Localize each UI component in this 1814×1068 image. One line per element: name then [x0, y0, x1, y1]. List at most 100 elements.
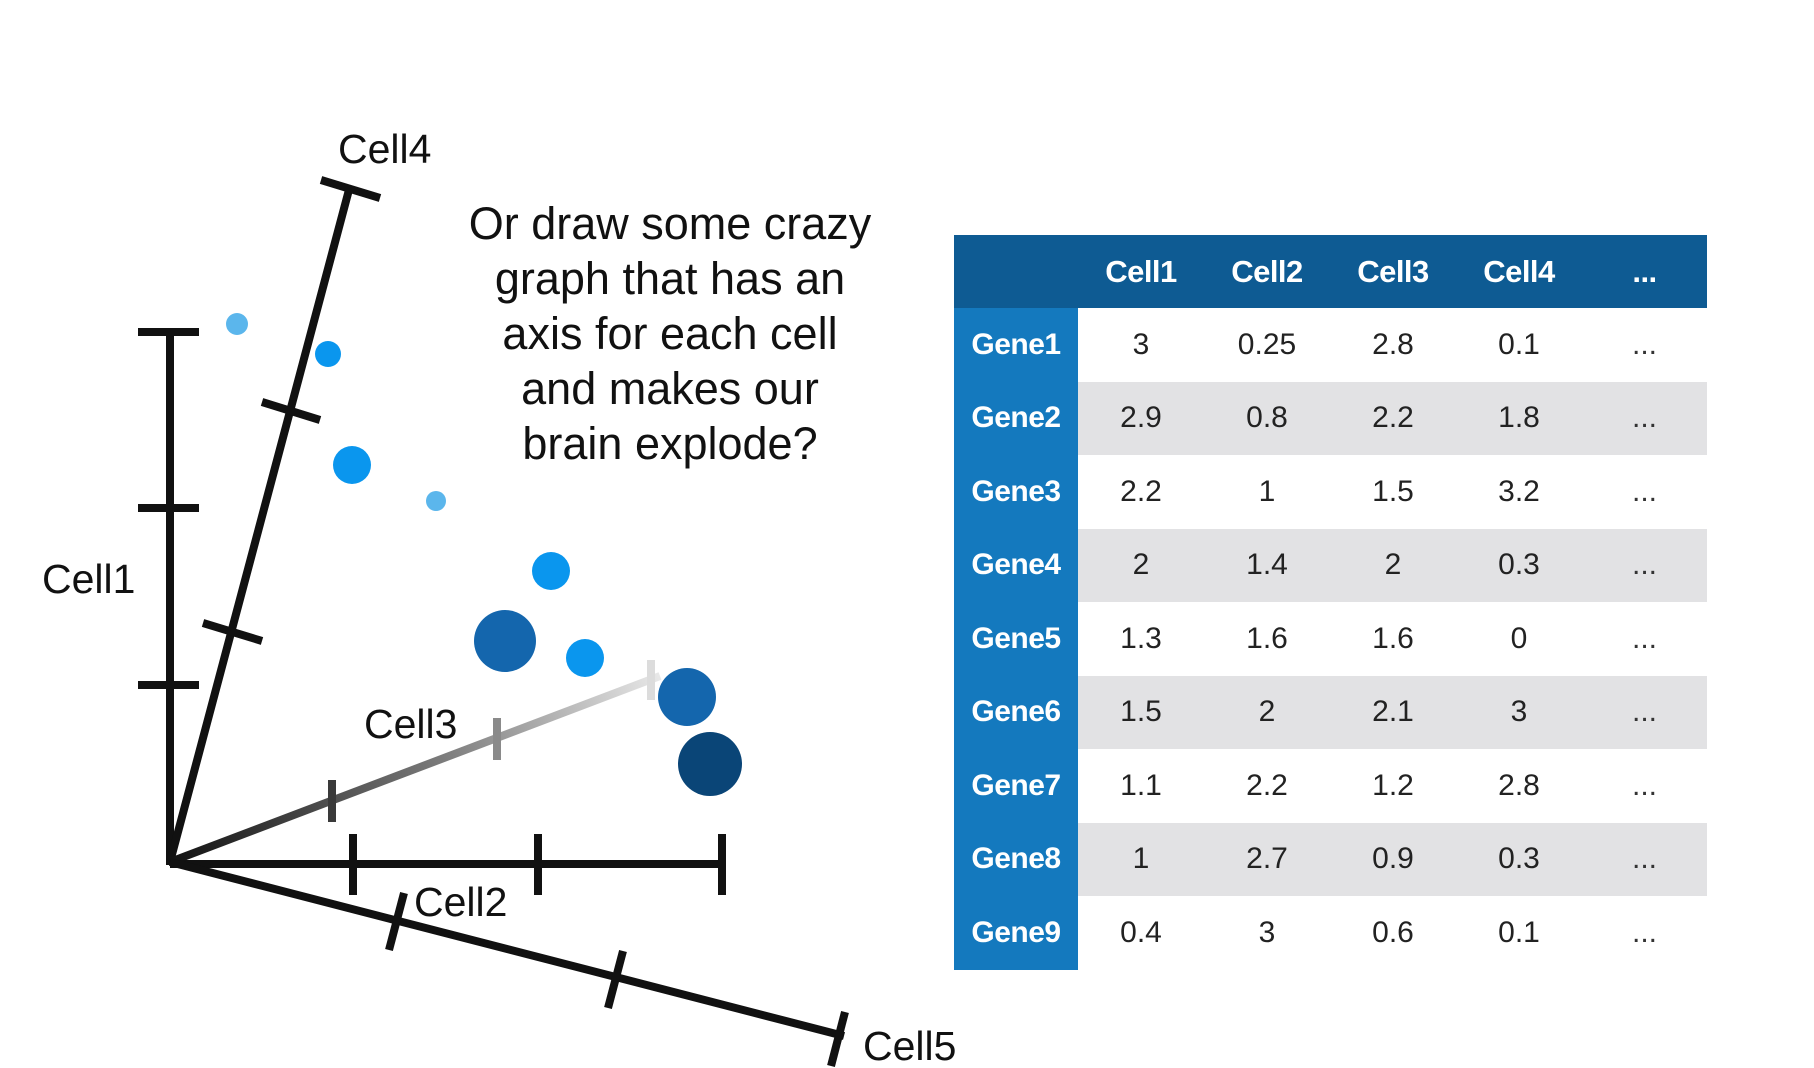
table-cell: 2.1: [1330, 675, 1456, 749]
table-row: Gene7 1.1 2.2 1.2 2.8 ...: [954, 749, 1707, 823]
data-point: [226, 313, 248, 335]
cell5-axis-tick: [827, 1010, 849, 1068]
table-cell: 3.2: [1456, 455, 1582, 529]
table-row: Gene5 1.3 1.6 1.6 0 ...: [954, 602, 1707, 676]
table-row: Gene8 1 2.7 0.9 0.3 ...: [954, 822, 1707, 896]
cell4-axis-tick: [201, 619, 264, 645]
column-header: Cell4: [1456, 235, 1582, 308]
table-cell: 1.8: [1456, 381, 1582, 455]
table-cell: ...: [1582, 675, 1707, 749]
table-cell: ...: [1582, 308, 1707, 382]
column-header: Cell3: [1330, 235, 1456, 308]
cell3-axis-label: Cell3: [364, 701, 457, 747]
table-cell: 2: [1078, 528, 1204, 602]
column-header: Cell1: [1078, 235, 1204, 308]
cell2-axis-label: Cell2: [414, 879, 507, 925]
table-cell: 0.3: [1456, 822, 1582, 896]
table-cell: ...: [1582, 381, 1707, 455]
table-row: Gene6 1.5 2 2.1 3 ...: [954, 675, 1707, 749]
table-row: Gene2 2.9 0.8 2.2 1.8 ...: [954, 381, 1707, 455]
gene-label: Gene6: [954, 675, 1078, 749]
data-points: [226, 313, 742, 796]
data-point: [315, 341, 341, 367]
question-line: graph that has an: [494, 253, 846, 304]
gene-label: Gene2: [954, 381, 1078, 455]
data-point: [678, 732, 742, 796]
cell5-axis-tick: [604, 949, 627, 1010]
table-cell: 1: [1078, 822, 1204, 896]
gene-label: Gene5: [954, 602, 1078, 676]
table-cell: 1.6: [1204, 602, 1330, 676]
table-cell: 0.6: [1330, 896, 1456, 970]
question-line: Or draw some crazy: [468, 198, 872, 249]
table-cell: ...: [1582, 749, 1707, 823]
table-cell: 0.1: [1456, 896, 1582, 970]
question-line: axis for each cell: [502, 308, 838, 359]
cell4-axis-label: Cell4: [338, 126, 431, 172]
gene-label: Gene9: [954, 896, 1078, 970]
table-cell: 2.2: [1330, 381, 1456, 455]
cell4-axis-tick: [319, 176, 382, 202]
table-corner-cell: [954, 235, 1078, 308]
table-row: Gene1 3 0.25 2.8 0.1 ...: [954, 308, 1707, 382]
data-point: [333, 446, 371, 484]
table-cell: 2.7: [1204, 822, 1330, 896]
cell1-axis: [138, 328, 199, 865]
table-cell: ...: [1582, 455, 1707, 529]
table-cell: 1: [1204, 455, 1330, 529]
data-point: [474, 610, 536, 672]
gene-label: Gene4: [954, 528, 1078, 602]
table-row: Gene9 0.4 3 0.6 0.1 ...: [954, 896, 1707, 970]
table-cell: ...: [1582, 528, 1707, 602]
data-point: [658, 668, 716, 726]
table-cell: 2.9: [1078, 381, 1204, 455]
table-cell: 3: [1078, 308, 1204, 382]
cell4-axis: [166, 176, 382, 864]
table-cell: ...: [1582, 602, 1707, 676]
table-cell: 1.2: [1330, 749, 1456, 823]
cell5-axis-tick: [385, 891, 408, 952]
table-cell: 0.3: [1456, 528, 1582, 602]
column-header: ...: [1582, 235, 1707, 308]
data-point: [566, 639, 604, 677]
table-cell: 3: [1204, 896, 1330, 970]
table-cell: 0.4: [1078, 896, 1204, 970]
gene-label: Gene3: [954, 455, 1078, 529]
cell5-axis: [169, 858, 849, 1068]
table-cell: 2.2: [1078, 455, 1204, 529]
table-cell: 1.3: [1078, 602, 1204, 676]
gene-expression-table: Cell1 Cell2 Cell3 Cell4 ... Gene1 3 0.25…: [954, 235, 1707, 970]
table-cell: 2.8: [1330, 308, 1456, 382]
table-cell: 3: [1456, 675, 1582, 749]
table-header-row: Cell1 Cell2 Cell3 Cell4 ...: [954, 235, 1707, 308]
question-line: brain explode?: [522, 418, 818, 469]
table-row: Gene4 2 1.4 2 0.3 ...: [954, 528, 1707, 602]
table-cell: 0.9: [1330, 822, 1456, 896]
data-point: [532, 552, 570, 590]
table-cell: 0.25: [1204, 308, 1330, 382]
cell4-axis-tick: [260, 398, 322, 424]
gene-label: Gene1: [954, 308, 1078, 382]
table-cell: 2: [1330, 528, 1456, 602]
table-cell: 1.6: [1330, 602, 1456, 676]
table-cell: 2: [1204, 675, 1330, 749]
table-row: Gene3 2.2 1 1.5 3.2 ...: [954, 455, 1707, 529]
table-cell: ...: [1582, 822, 1707, 896]
table-cell: 1.1: [1078, 749, 1204, 823]
table-cell: 2.2: [1204, 749, 1330, 823]
cell1-axis-label: Cell1: [42, 556, 135, 602]
table-cell: 1.4: [1204, 528, 1330, 602]
table-cell: 1.5: [1330, 455, 1456, 529]
question-text: Or draw some crazy graph that has an axi…: [430, 196, 910, 471]
table-cell: 0: [1456, 602, 1582, 676]
table-cell: ...: [1582, 896, 1707, 970]
question-line: and makes our: [521, 363, 819, 414]
table-cell: 2.8: [1456, 749, 1582, 823]
table-cell: 0.1: [1456, 308, 1582, 382]
cell5-axis-label: Cell5: [863, 1023, 956, 1068]
cell3-axis: [168, 660, 662, 866]
cell2-axis: [170, 834, 726, 895]
column-header: Cell2: [1204, 235, 1330, 308]
table-cell: 1.5: [1078, 675, 1204, 749]
